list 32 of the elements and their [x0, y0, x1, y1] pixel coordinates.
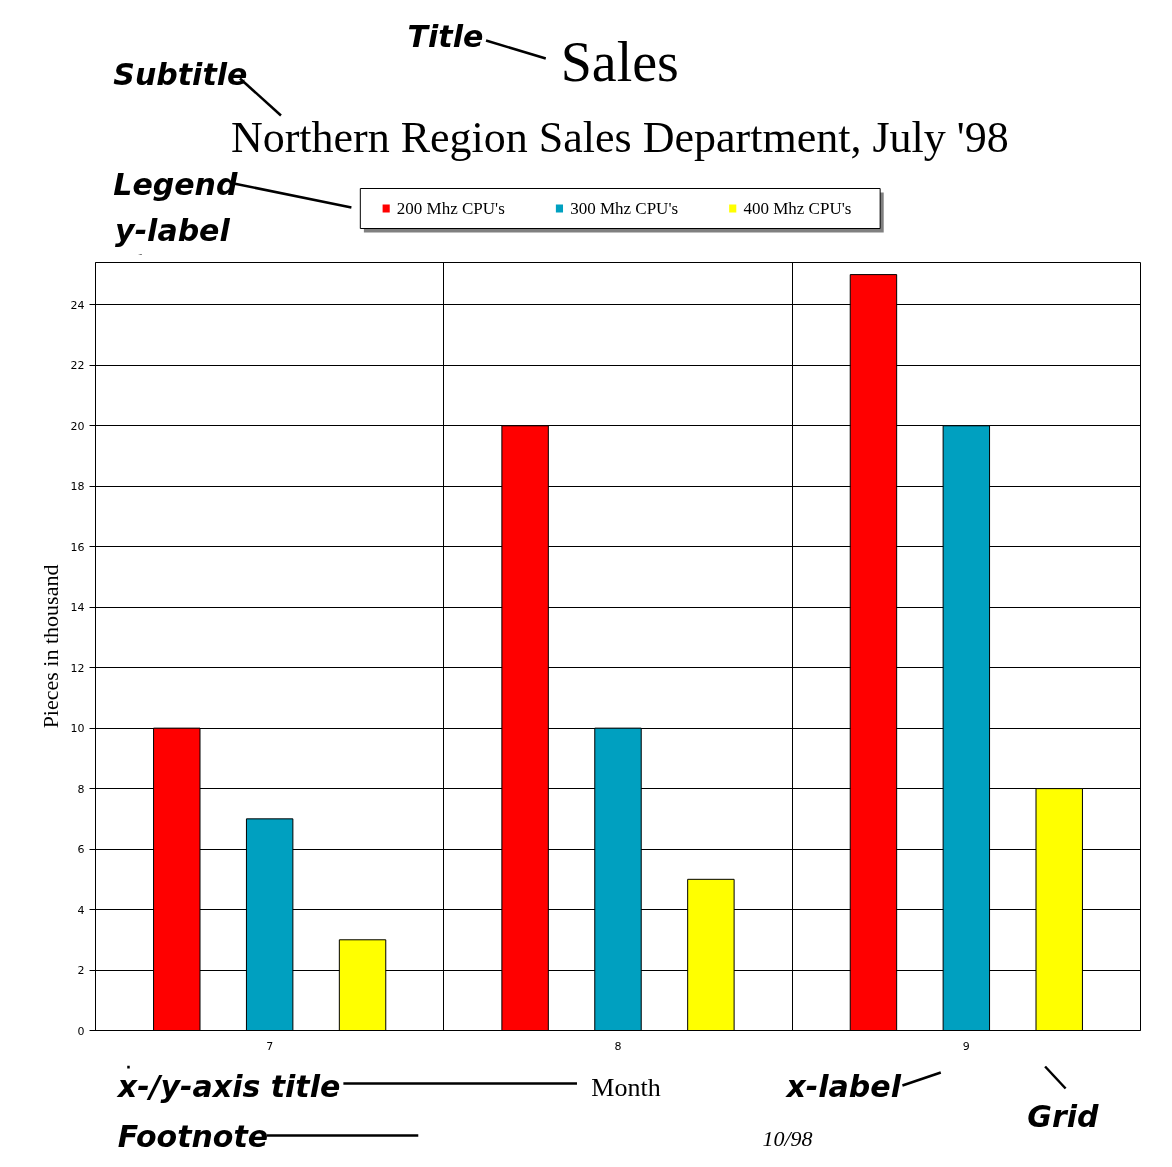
chart-title: Sales — [560, 30, 679, 93]
y-tick-label: 8 — [77, 782, 85, 796]
text: 10/98 — [762, 1125, 813, 1151]
y-tick-label: 14 — [70, 601, 85, 615]
chart-subtitle: Northern Region Sales Department, July '98 — [230, 112, 1009, 162]
y-tick-label: 6 — [77, 843, 85, 857]
y-axis-title: Pieces in thousand — [37, 564, 63, 729]
text: x-label — [784, 1068, 902, 1104]
y-tick-label: 4 — [77, 903, 85, 917]
y-tick-label: 22 — [70, 359, 85, 373]
y-tick-label: 2 — [77, 964, 85, 978]
y-tick-label: 24 — [70, 298, 85, 312]
legend-label: 400 Mhz CPU's — [743, 199, 852, 218]
text: Footnote — [117, 1118, 269, 1154]
text: Legend — [113, 166, 238, 202]
y-tick-label: 10 — [70, 722, 85, 736]
legend-label: 300 Mhz CPU's — [570, 199, 679, 218]
y-tick-label: 18 — [70, 480, 85, 494]
text: Grid — [1027, 1098, 1099, 1134]
text: y-label — [115, 212, 231, 248]
y-tick-label: 16 — [70, 540, 85, 554]
y-tick-label: 12 — [70, 661, 85, 675]
text: Title — [407, 18, 484, 54]
x-axis-title: Month — [591, 1072, 661, 1102]
text: x-/y-axis title — [115, 1068, 341, 1104]
x-tick-label: 8 — [614, 1039, 622, 1053]
x-tick-label: 7 — [266, 1039, 274, 1053]
text: Subtitle — [113, 56, 248, 92]
x-tick-label: 9 — [962, 1039, 970, 1053]
legend-label: 200 Mhz CPU's — [396, 199, 505, 218]
y-tick-label: 20 — [70, 419, 85, 433]
y-tick-label: 0 — [77, 1024, 85, 1038]
